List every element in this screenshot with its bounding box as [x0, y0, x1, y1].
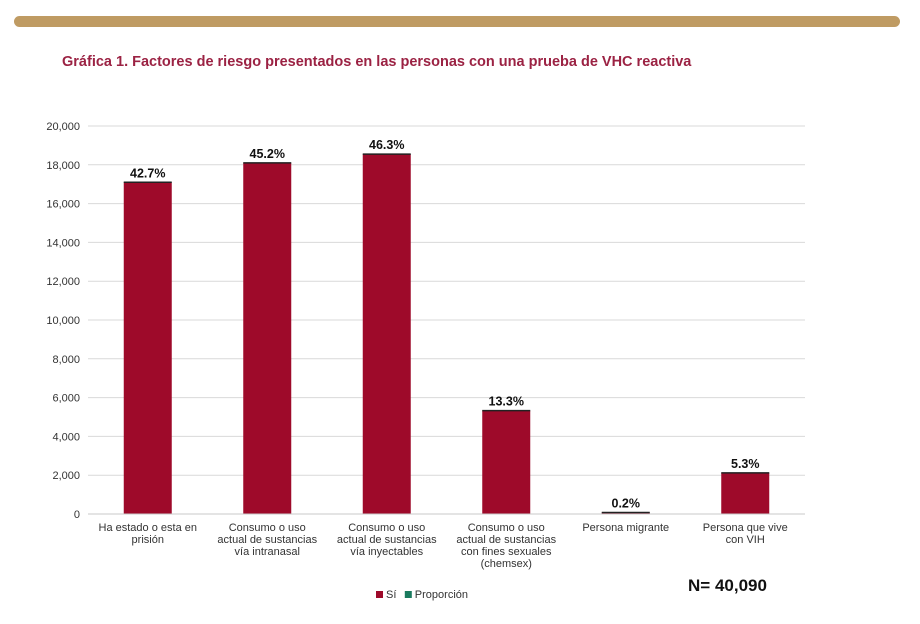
- y-tick-label: 6,000: [52, 393, 80, 405]
- bar: [243, 162, 292, 515]
- sample-size-label: N= 40,090: [688, 576, 767, 596]
- x-tick-label: Ha estado o esta en prisión: [99, 522, 197, 546]
- bar: [482, 410, 531, 514]
- data-label: 42.7%: [130, 166, 165, 180]
- sample-size-value: 40,090: [714, 576, 767, 595]
- x-tick-label: Persona migrante: [582, 522, 669, 534]
- legend-swatch: [376, 591, 383, 598]
- data-label: 46.3%: [369, 138, 404, 152]
- x-tick-label: Consumo o uso actual de sustancias vía iny…: [337, 522, 437, 558]
- header-accent-bar: [14, 16, 900, 27]
- bar: [721, 472, 770, 514]
- y-tick-label: 20,000: [46, 121, 80, 133]
- y-tick-label: 0: [74, 509, 80, 521]
- data-label: 5.3%: [731, 457, 760, 471]
- sample-size-prefix: N=: [688, 576, 711, 595]
- chart-title: Gráfica 1. Factores de riesgo presentado…: [62, 54, 692, 70]
- y-tick-label: 8,000: [52, 354, 80, 366]
- y-tick-label: 10,000: [46, 315, 80, 327]
- data-label: 45.2%: [250, 147, 285, 161]
- legend-label: Proporción: [415, 589, 468, 601]
- data-label: 13.3%: [489, 395, 524, 409]
- legend-label: Sí: [386, 589, 396, 601]
- x-tick-label: Persona que vive con VIH: [703, 522, 788, 546]
- y-tick-label: 12,000: [46, 276, 80, 288]
- y-tick-label: 4,000: [52, 431, 80, 443]
- y-tick-label: 14,000: [46, 237, 80, 249]
- legend-swatch: [404, 591, 412, 598]
- y-tick-label: 2,000: [52, 470, 80, 482]
- y-tick-label: 18,000: [46, 160, 80, 172]
- data-label: 0.2%: [612, 496, 641, 510]
- bar: [362, 154, 411, 514]
- x-tick-label: Consumo o uso actual de sustancias con fin…: [456, 522, 556, 570]
- y-tick-label: 16,000: [46, 199, 80, 211]
- x-tick-label: Consumo o uso actual de sustancias vía int…: [217, 522, 317, 558]
- bar: [123, 182, 172, 514]
- bar: [601, 512, 650, 514]
